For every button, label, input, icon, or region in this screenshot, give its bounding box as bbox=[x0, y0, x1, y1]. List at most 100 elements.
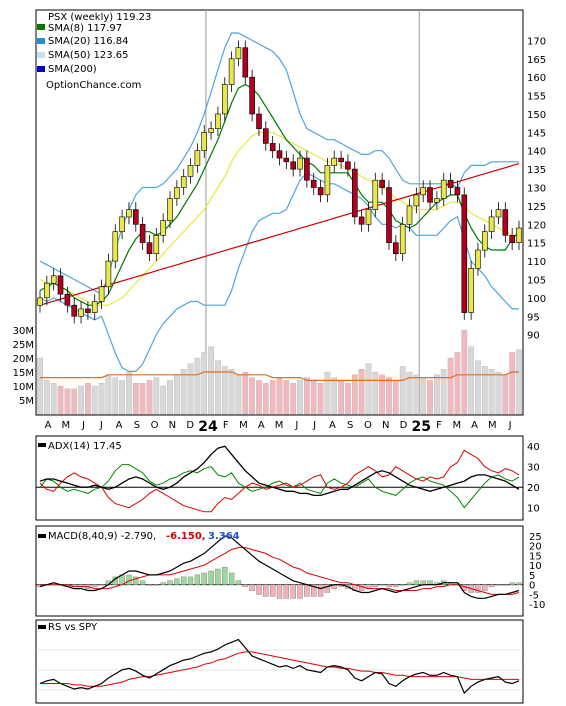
candle-body bbox=[139, 224, 146, 244]
macd-tick-label: 20 bbox=[529, 542, 542, 553]
macd-histogram-bar bbox=[249, 584, 255, 591]
legend-sma200: SMA(200) bbox=[48, 64, 97, 75]
macd-histogram-bar bbox=[495, 584, 502, 586]
volume-bar bbox=[91, 385, 98, 415]
volume-average-line bbox=[40, 371, 519, 381]
price-tick-label: 135 bbox=[527, 165, 546, 176]
price-tick-label: 140 bbox=[527, 147, 546, 158]
macd-histogram-bar bbox=[413, 580, 420, 585]
volume-bar bbox=[167, 380, 173, 415]
candle-body bbox=[475, 249, 481, 269]
adx-line bbox=[39, 445, 520, 497]
volume-bar bbox=[386, 377, 392, 415]
candle-body bbox=[297, 157, 303, 170]
volume-bar bbox=[57, 385, 64, 415]
macd-histogram-bar bbox=[358, 584, 365, 591]
volume-bar bbox=[153, 377, 160, 415]
price-legend: PSX (weekly) 119.23 SMA(8) 117.97 SMA(20… bbox=[37, 12, 151, 91]
volume-bar bbox=[221, 366, 228, 415]
rs-label: RS vs SPY bbox=[48, 622, 98, 633]
candle-body bbox=[358, 216, 365, 225]
price-panel: 9095100105110115120125130135140145150155… bbox=[13, 9, 546, 703]
volume-bar bbox=[495, 371, 502, 415]
candle-body bbox=[290, 161, 297, 170]
candle-body bbox=[43, 282, 50, 299]
volume-bar bbox=[427, 380, 433, 415]
price-tick-label: 100 bbox=[527, 294, 546, 305]
x-tick-label: N bbox=[169, 420, 176, 431]
volume-bar bbox=[43, 380, 50, 415]
volume-bar bbox=[235, 374, 242, 415]
candle-body bbox=[310, 179, 317, 188]
legend-sma20: SMA(20) 116.84 bbox=[48, 36, 129, 47]
macd-histogram-bar bbox=[160, 582, 166, 585]
candle-body bbox=[37, 297, 43, 306]
candle-body bbox=[379, 179, 385, 188]
x-tick-label: J bbox=[81, 420, 85, 431]
volume-bar bbox=[160, 385, 167, 415]
macd-histogram-bar bbox=[133, 576, 139, 585]
volume-bar bbox=[413, 374, 420, 415]
candle-body bbox=[276, 150, 283, 159]
price-tick-label: 170 bbox=[527, 36, 546, 47]
macd-histogram-bar bbox=[263, 584, 269, 597]
candle-body bbox=[105, 260, 112, 288]
volume-bar bbox=[105, 374, 112, 415]
candle-body bbox=[502, 209, 509, 236]
legend-sma50: SMA(50) 123.65 bbox=[48, 50, 129, 61]
macd-panel-frame bbox=[35, 525, 524, 617]
x-tick-label: A bbox=[329, 420, 336, 431]
candle-body bbox=[488, 216, 495, 232]
volume-bar bbox=[71, 388, 78, 415]
candle-body bbox=[269, 143, 276, 152]
price-series bbox=[37, 32, 522, 372]
volume-bar bbox=[249, 377, 255, 415]
x-tick-label: A bbox=[258, 420, 265, 431]
candle-body bbox=[160, 220, 166, 236]
candle-body bbox=[222, 84, 228, 115]
macd-histogram-bar bbox=[475, 584, 481, 593]
candle-body bbox=[420, 187, 427, 196]
macd-histogram-bar bbox=[372, 584, 378, 587]
macd-histogram-bar bbox=[386, 584, 392, 587]
rs-line bbox=[39, 638, 520, 695]
volume-bar bbox=[201, 352, 208, 415]
adx-tick-label: 20 bbox=[527, 483, 540, 494]
macd-histogram-bar bbox=[290, 584, 296, 599]
volume-bar bbox=[37, 357, 43, 415]
candle-body bbox=[338, 157, 344, 163]
x-tick-label: J bbox=[312, 420, 316, 431]
rs-panel-frame bbox=[35, 619, 524, 704]
volume-bar bbox=[283, 380, 290, 415]
candle-body bbox=[78, 308, 84, 317]
volume-bar bbox=[290, 383, 297, 415]
macd-histogram-bar bbox=[379, 584, 385, 586]
legend-swatch-sma200 bbox=[37, 66, 45, 72]
macd-histogram-bar bbox=[297, 584, 303, 599]
candle-body bbox=[126, 209, 132, 218]
candle-body bbox=[119, 216, 125, 232]
candle-body bbox=[434, 198, 440, 203]
macd-histogram-bar bbox=[235, 580, 242, 585]
candle-body bbox=[304, 157, 310, 181]
candle-body bbox=[208, 128, 214, 133]
adx-panel-frame bbox=[35, 435, 524, 521]
price-tick-label: 115 bbox=[527, 239, 546, 250]
macd-histogram-bar bbox=[92, 584, 98, 587]
macd-signal-line bbox=[40, 547, 520, 595]
x-tick-label: J bbox=[294, 420, 298, 431]
macd-histogram-bar bbox=[228, 572, 235, 585]
candle-body bbox=[215, 113, 221, 129]
macd-histogram-bar bbox=[194, 574, 201, 585]
macd-value-blue: 3.364 bbox=[208, 531, 240, 542]
candle-body bbox=[392, 242, 399, 254]
candle-body bbox=[256, 113, 262, 129]
macd-histogram-bar bbox=[400, 584, 406, 586]
x-tick-label: J bbox=[99, 420, 103, 431]
adx-tick-label: 30 bbox=[527, 463, 540, 474]
macd-tick-label: 15 bbox=[529, 551, 542, 562]
candle-body bbox=[187, 165, 194, 177]
volume-bar bbox=[132, 383, 139, 415]
volume-bar bbox=[392, 380, 399, 415]
